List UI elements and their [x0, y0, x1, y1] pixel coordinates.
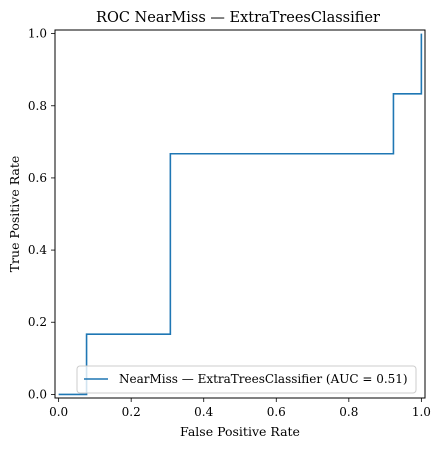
x-axis-ticks: 0.0 0.2 0.4 0.6 0.8 1.0 [49, 398, 431, 419]
legend-box [76, 365, 417, 394]
series-group [58, 33, 423, 396]
x-tick-label: 0.6 [267, 405, 286, 419]
x-tick-label: 0.0 [49, 405, 68, 419]
legend: NearMiss — ExtraTreesClassifier (AUC = 0… [76, 365, 417, 394]
y-tick-label: 0.2 [28, 315, 47, 329]
x-axis-label: False Positive Rate [180, 424, 300, 439]
chart-title: ROC NearMiss — ExtraTreesClassifier [96, 10, 380, 26]
x-tick-label: 0.4 [194, 405, 213, 419]
x-tick-label: 0.8 [339, 405, 358, 419]
y-tick-label: 0.0 [28, 387, 47, 401]
x-tick-label: 1.0 [412, 405, 431, 419]
plot-frame [54, 29, 426, 399]
y-tick-label: 0.8 [28, 99, 47, 113]
y-axis-label: True Positive Rate [7, 156, 22, 273]
legend-label: NearMiss — ExtraTreesClassifier (AUC = 0… [119, 372, 408, 386]
y-tick-label: 0.6 [28, 171, 47, 185]
y-tick-label: 0.4 [28, 243, 47, 257]
x-tick-label: 0.2 [122, 405, 141, 419]
y-tick-label: 1.0 [28, 27, 47, 41]
roc-curve-line [58, 33, 423, 396]
y-axis-ticks: 0.0 0.2 0.4 0.6 0.8 1.0 [28, 27, 55, 401]
